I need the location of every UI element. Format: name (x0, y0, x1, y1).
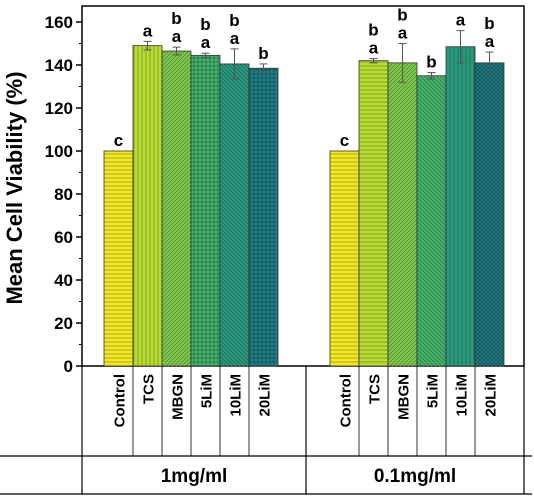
group-label: 0.1mg/ml (374, 466, 456, 487)
bar-5lim (190, 54, 221, 367)
significance-letter: b (368, 21, 378, 40)
y-axis-label: Mean Cell Viability (%) (2, 71, 27, 304)
category-table: Control TCS MBGN 5LiM 10LiM 20LiM 1mg/ml Contro… (0, 366, 532, 495)
y-tick-label: 20 (54, 314, 73, 333)
significance-letter: b (258, 44, 268, 63)
plot-frame (81, 5, 525, 367)
y-tick-label: 0 (64, 357, 73, 376)
significance-letter: a (456, 11, 466, 30)
significance-letter: a (201, 33, 211, 52)
bar-20lim (474, 62, 505, 367)
bar-5lim (416, 75, 447, 367)
bar-10lim (445, 46, 476, 367)
bar-10lim (219, 63, 250, 367)
category-label: 5LiM (199, 374, 216, 408)
bar-control (103, 150, 134, 367)
group-label: 1mg/ml (161, 466, 228, 487)
significance-letter: c (340, 131, 349, 150)
significance-letter: a (485, 32, 495, 51)
significance-letter: c (114, 131, 123, 150)
y-tick-label: 80 (54, 185, 73, 204)
significance-letter: b (200, 15, 210, 34)
y-tick-label: 60 (54, 228, 73, 247)
category-label: MBGN (396, 374, 413, 420)
category-label: 10LiM (454, 374, 471, 417)
category-label: 20LiM (257, 374, 274, 417)
y-tick-label: 40 (54, 271, 73, 290)
significance-letter: b (171, 9, 181, 28)
significance-letter: a (143, 21, 153, 40)
significance-letter: b (484, 14, 494, 33)
bar-20lim (248, 67, 279, 367)
y-tick-label: 100 (45, 142, 73, 161)
significance-letter: b (426, 53, 436, 72)
significance-letter: a (398, 24, 408, 43)
category-label: MBGN (170, 374, 187, 420)
bar-mbgn (161, 50, 192, 367)
category-label: TCS (367, 374, 384, 404)
category-label: 5LiM (425, 374, 442, 408)
y-tick-label: 160 (45, 13, 73, 32)
significance-letter: b (397, 6, 407, 25)
y-tick-label: 120 (45, 99, 73, 118)
bar-mbgn (387, 62, 418, 367)
significance-letter: a (172, 27, 182, 46)
category-label: TCS (141, 374, 158, 404)
y-axis: 0 20 40 60 80 100 120 140 160 (45, 5, 525, 376)
bar-control (329, 150, 360, 367)
bar-tcs (132, 45, 163, 367)
category-label: 20LiM (483, 374, 500, 417)
bar-tcs (358, 60, 389, 367)
category-label: Control (338, 374, 355, 427)
significance-letter: a (230, 29, 240, 48)
significance-letter: b (229, 11, 239, 30)
category-label: Control (112, 374, 129, 427)
significance-letter: a (369, 39, 379, 58)
y-tick-label: 140 (45, 56, 73, 75)
category-label: 10LiM (228, 374, 245, 417)
